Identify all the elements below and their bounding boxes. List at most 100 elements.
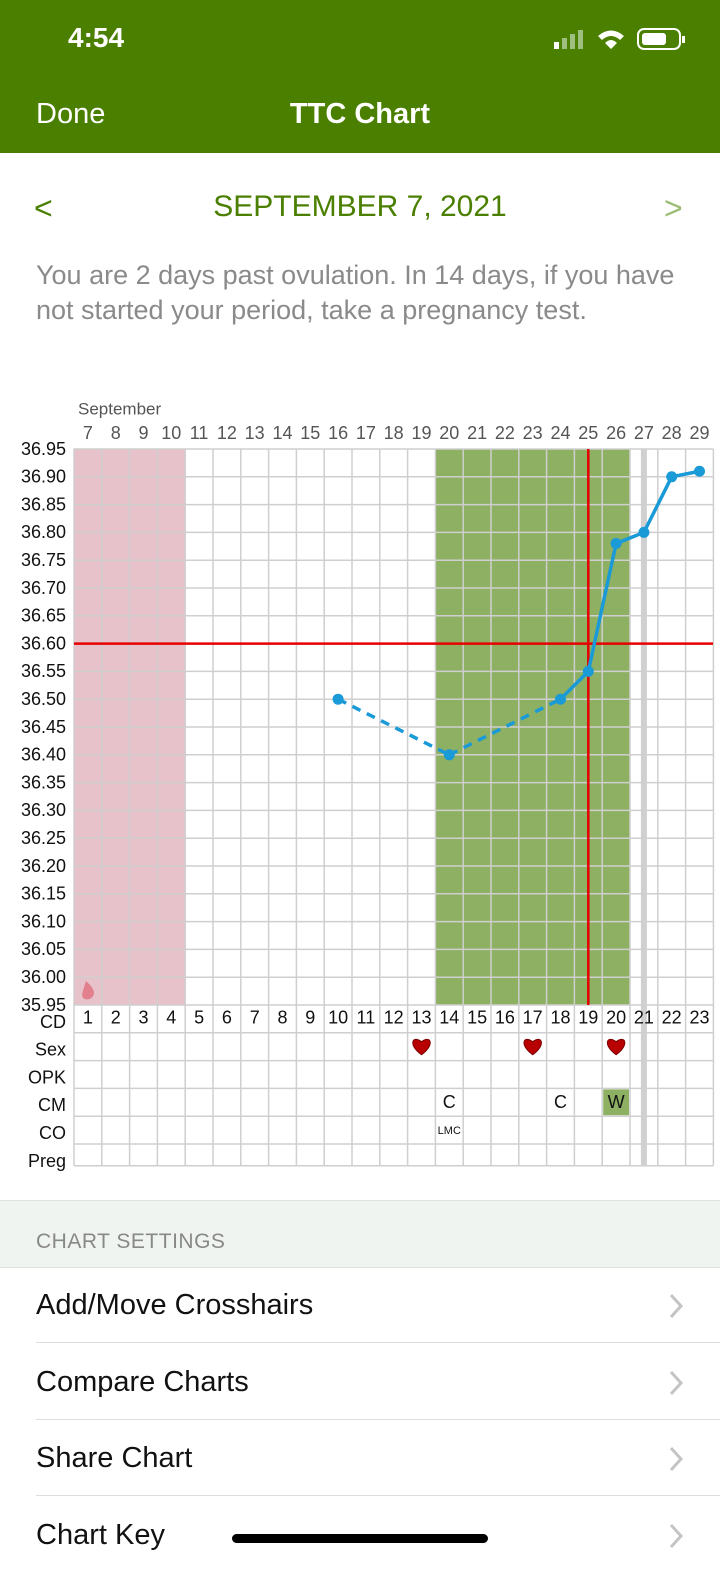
cycle-day-label: 21 (634, 1008, 654, 1028)
y-tick-label: 36.35 (21, 772, 66, 792)
y-tick-label: 36.70 (21, 578, 66, 598)
cycle-day-label: 13 (411, 1008, 431, 1028)
cycle-day-label: 14 (439, 1008, 459, 1028)
cycle-day-label: 5 (194, 1008, 204, 1028)
cycle-day-label: 22 (662, 1008, 682, 1028)
heart (523, 1038, 542, 1056)
cycle-day-label: 11 (357, 1008, 376, 1028)
line-segment (586, 543, 618, 672)
y-tick-label: 36.95 (21, 439, 66, 459)
y-tick-label: 36.25 (21, 828, 66, 848)
settings-item[interactable]: Compare Charts (0, 1344, 720, 1420)
cycle-day-label: 3 (138, 1008, 148, 1028)
period-drop (82, 981, 95, 1000)
date-label: 21 (467, 423, 487, 443)
message: You are 2 days past ovulation. In 14 day… (36, 260, 675, 325)
settings-item-label: Add/Move Crosshairs (36, 1289, 314, 1321)
date-label: 24 (550, 423, 570, 443)
date-label: 28 (662, 423, 682, 443)
date-label: 26 (606, 423, 626, 443)
cm-label: W (608, 1092, 625, 1112)
temp-point (555, 693, 566, 705)
y-tick-label: 36.65 (21, 606, 66, 626)
status-icons (554, 28, 685, 50)
date-label: 12 (217, 423, 237, 443)
chart: 35.95 36.00 36.05 36.10 36.15 36.20 36.25 36.30… (21, 399, 715, 1171)
cm-highlight (603, 1089, 629, 1116)
cycle-day-label: 4 (166, 1008, 176, 1028)
date-label: 27 (634, 423, 654, 443)
date-label: 16 (328, 423, 348, 443)
month-label: September (78, 399, 161, 418)
date-label: 19 (411, 423, 431, 443)
cycle-day-label: 8 (277, 1008, 287, 1028)
settings-header-text: CHART SETTINGS (36, 1230, 226, 1253)
temp-point (332, 693, 344, 705)
settings-item[interactable]: Chart Key (0, 1497, 720, 1573)
prev-button[interactable]: < (34, 190, 53, 226)
chevron (669, 1446, 684, 1472)
date-label: 17 (356, 423, 376, 443)
date-label: 25 (578, 423, 598, 443)
row-label: CO (39, 1123, 66, 1143)
row-label: OPK (28, 1067, 66, 1087)
cm-label: C (443, 1092, 456, 1112)
chevron (669, 1293, 684, 1319)
cycle-day-label: 7 (250, 1008, 260, 1028)
y-tick-label: 36.60 (21, 633, 66, 653)
date-label: 20 (439, 423, 459, 443)
date-label: 7 (83, 423, 93, 443)
y-tick-label: 36.30 (21, 800, 66, 820)
co-label: LMC (438, 1125, 461, 1137)
heart (606, 1038, 626, 1056)
heart (412, 1038, 431, 1056)
chevron (669, 1370, 684, 1395)
cm-label: C (554, 1092, 567, 1112)
settings-item-label: Share Chart (36, 1442, 193, 1474)
date-label: 13 (245, 423, 265, 443)
cycle-day-label: 9 (305, 1008, 315, 1028)
y-tick-label: 36.90 (21, 467, 66, 487)
chevron (669, 1523, 684, 1548)
date-label: 14 (272, 423, 292, 443)
cycle-day-label: 17 (523, 1008, 543, 1028)
settings-item-label: Compare Charts (36, 1365, 249, 1398)
cycle-day-label: 15 (467, 1008, 487, 1028)
date-label: 18 (384, 423, 404, 443)
today-marker (640, 449, 647, 1166)
current-date: SEPTEMBER 7, 2021 (213, 190, 507, 223)
cycle-day-label: 6 (222, 1008, 232, 1028)
y-tick-label: 36.15 (21, 884, 66, 904)
cycle-day-label: 2 (111, 1008, 121, 1028)
cycle-day-label: 18 (550, 1008, 570, 1028)
separator (36, 1495, 720, 1496)
temp-point (443, 749, 455, 761)
done-button[interactable]: Done (36, 98, 106, 130)
separator (36, 1342, 720, 1343)
home-indicator (232, 1534, 488, 1543)
line-segment (642, 476, 674, 534)
y-tick-label: 36.20 (21, 856, 66, 876)
date-label: 15 (300, 423, 320, 443)
date-label: 29 (689, 423, 709, 443)
cycle-day-label: 1 (83, 1008, 93, 1028)
cycle-day-label: 23 (689, 1008, 709, 1028)
cycle-day-label: 16 (495, 1008, 515, 1028)
y-tick-label: 36.80 (21, 522, 66, 542)
settings-item[interactable]: Add/Move Crosshairs (0, 1267, 720, 1343)
line-segment (337, 697, 451, 757)
temp-point (610, 538, 622, 550)
cycle-day-label: 19 (578, 1008, 598, 1028)
y-tick-label: 36.05 (21, 939, 66, 959)
line-segment (448, 697, 562, 757)
settings-item[interactable]: Share Chart (0, 1420, 720, 1496)
temp-point (666, 471, 678, 483)
date-label: 11 (190, 423, 209, 443)
y-tick-label: 35.95 (21, 995, 66, 1015)
cycle-day-label: 12 (384, 1008, 404, 1028)
y-tick-label: 36.00 (21, 967, 66, 987)
next-button[interactable]: > (664, 190, 683, 226)
top-bar: 4:54 Done TTC Chart (0, 0, 720, 153)
cycle-day-label: 10 (328, 1008, 348, 1028)
